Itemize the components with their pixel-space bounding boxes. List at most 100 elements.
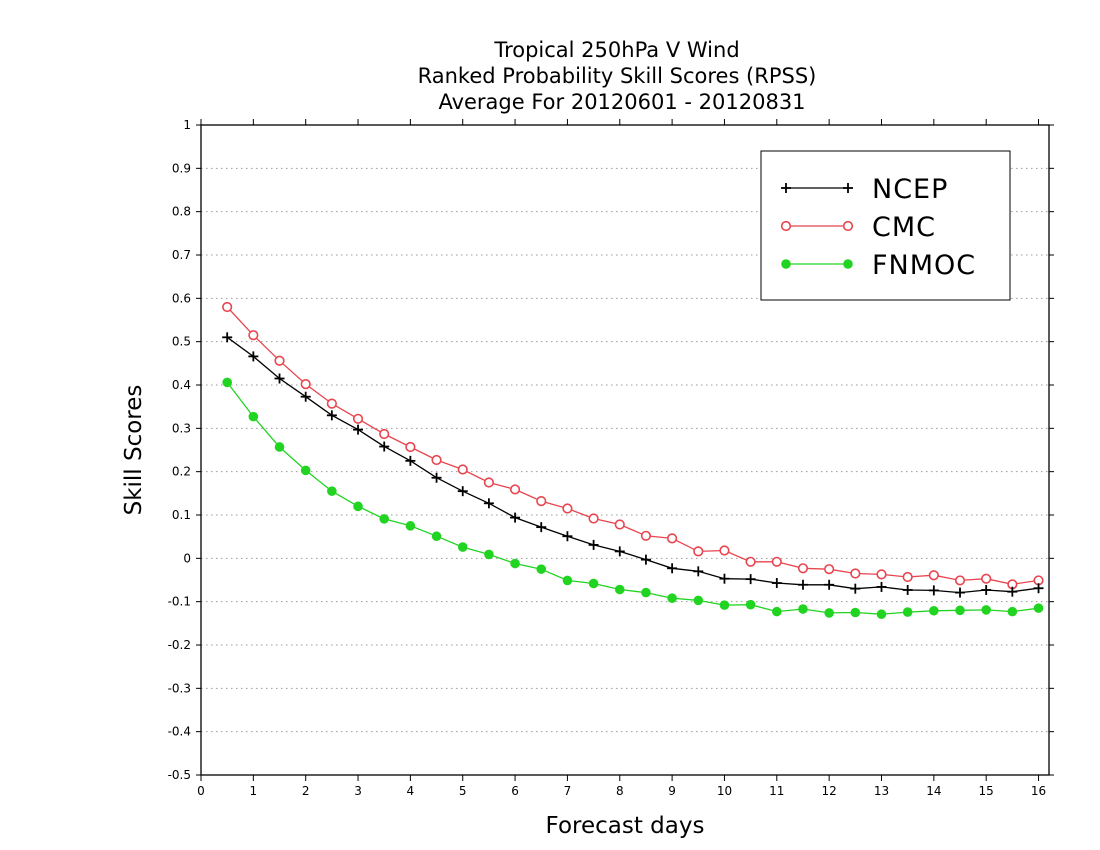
y-tick-label: -0.3: [168, 681, 191, 695]
ncep-point: [353, 424, 364, 435]
ncep-point: [614, 546, 625, 557]
y-tick-label: 0: [183, 551, 191, 565]
fnmoc-point: [955, 605, 965, 616]
fnmoc-point: [929, 605, 939, 616]
fnmoc-point: [850, 607, 861, 618]
ncep-point: [667, 563, 678, 574]
fnmoc-point: [798, 604, 808, 614]
fnmoc-point: [327, 486, 337, 496]
fnmoc-point: [248, 411, 259, 422]
fnmoc-point: [353, 501, 363, 512]
ncep-point: [405, 455, 416, 466]
cmc-point: [326, 398, 337, 409]
fnmoc-point: [222, 377, 232, 388]
cmc-line: [226, 306, 1039, 585]
fnmoc-point: [431, 531, 442, 542]
fnmoc-point: [667, 593, 677, 604]
cmc-point: [457, 464, 468, 475]
ncep-point: [745, 574, 756, 585]
cmc-point: [850, 568, 861, 579]
ncep-point: [928, 585, 939, 596]
cmc-point: [719, 545, 730, 556]
y-tick-label: 0.5: [172, 335, 191, 349]
ncep-point: [850, 583, 861, 594]
fnmoc-line: [226, 382, 1039, 615]
cmc-point: [509, 484, 521, 495]
legend-item-fnmoc: FNMOC: [781, 250, 976, 281]
cmc-point: [981, 573, 992, 584]
cmc-point: [352, 413, 364, 424]
cmc-point: [902, 571, 913, 583]
ncep-point: [588, 539, 599, 550]
legend-label-ncep: NCEP: [872, 174, 948, 205]
cmc-point: [483, 477, 495, 488]
y-tick-label: -0.1: [168, 595, 191, 609]
x-tick-label: 6: [511, 784, 519, 798]
legend-label-fnmoc: FNMOC: [872, 250, 976, 281]
ncep-point: [379, 441, 390, 452]
cmc-point: [248, 330, 259, 341]
ncep-point: [771, 578, 782, 589]
y-tick-label: 0.2: [172, 465, 191, 479]
y-tick-label: 0.1: [172, 508, 191, 522]
cmc-point: [405, 441, 416, 453]
y-axis-ticks: 1 0.9 0.8 0.7 0.6 0.5 0.4 0.3 0.2 0.1 0 -0.1 -0.2 -0.…: [168, 118, 1054, 782]
title-line-2: Ranked Probability Skill Scores (RPSS): [418, 64, 817, 88]
ncep-point: [274, 373, 285, 384]
x-tick-label: 16: [1031, 784, 1046, 798]
cmc-point: [379, 428, 390, 440]
fnmoc-point: [588, 578, 599, 589]
x-tick-label: 15: [979, 784, 994, 798]
cmc-point: [928, 570, 939, 581]
fnmoc-point: [745, 599, 756, 610]
cmc-point: [431, 454, 442, 466]
legend-marker-end-cmc: [842, 220, 854, 232]
y-tick-label: 0.7: [172, 248, 191, 262]
y-tick-label: 1: [183, 118, 191, 132]
fnmoc-point: [641, 587, 651, 598]
title-line-3: Average For 20120601 - 20120831: [438, 90, 805, 114]
y-tick-label: -0.5: [168, 768, 191, 782]
series-ncep: [222, 332, 1044, 598]
fnmoc-point: [1007, 606, 1018, 617]
fnmoc-point: [536, 564, 547, 574]
cmc-point: [954, 575, 966, 586]
plot-frame: [200, 124, 1050, 776]
ncep-point: [431, 472, 442, 483]
legend-marker-end-ncep: [843, 183, 853, 193]
cmc-point: [640, 530, 652, 541]
x-tick-label: 12: [822, 784, 837, 798]
cmc-point: [300, 379, 311, 390]
fnmoc-point: [274, 442, 285, 452]
chart-title: Tropical 250hPa V Wind Ranked Probabilit…: [418, 38, 817, 114]
cmc-point: [614, 519, 625, 530]
x-axis-title: Forecast days: [546, 813, 705, 839]
ncep-point: [457, 486, 468, 497]
fnmoc-point: [772, 606, 782, 617]
x-tick-label: 4: [407, 784, 415, 798]
ncep-point: [902, 584, 913, 595]
x-tick-label: 9: [668, 784, 676, 798]
ncep-point: [797, 579, 808, 590]
fnmoc-point: [562, 575, 573, 586]
fnmoc-point: [719, 600, 730, 610]
y-tick-label: 0.3: [172, 421, 191, 435]
x-tick-label: 0: [197, 784, 205, 798]
legend-item-cmc: CMC: [780, 212, 935, 243]
fnmoc-point: [484, 549, 494, 560]
y-tick-label: 0.9: [172, 161, 191, 175]
series-fnmoc: [222, 377, 1044, 620]
fnmoc-point: [457, 542, 468, 552]
fnmoc-point: [379, 514, 390, 524]
cmc-point: [274, 355, 285, 366]
x-tick-label: 7: [564, 784, 572, 798]
x-axis-ticks: 0 1 2 3 4 5 6 7 8 9 10 11 12 13 14 15 16: [197, 119, 1046, 798]
cmc-point: [745, 556, 756, 567]
x-tick-label: 2: [302, 784, 310, 798]
ncep-point: [876, 581, 887, 592]
fnmoc-point: [902, 607, 913, 617]
ncep-point: [1007, 586, 1018, 597]
ncep-line: [226, 336, 1039, 594]
series-cmc: [222, 301, 1044, 590]
